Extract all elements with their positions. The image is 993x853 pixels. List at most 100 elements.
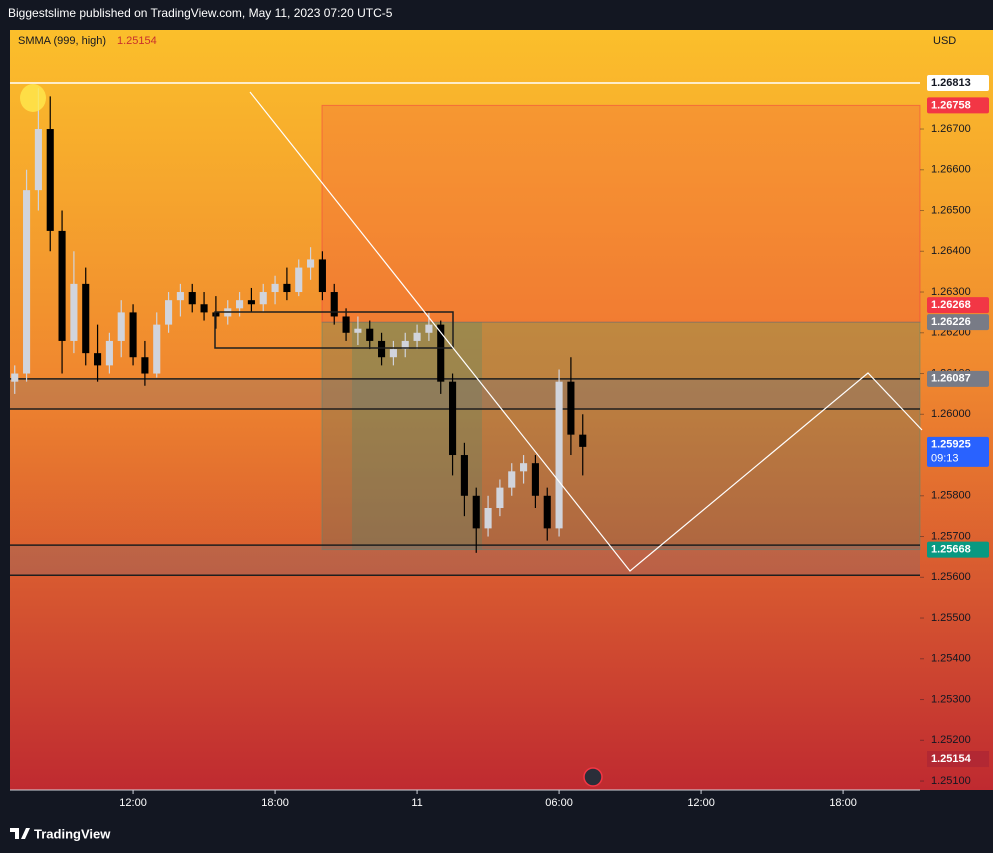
price-label <box>927 541 989 558</box>
candle-body <box>247 300 255 305</box>
price-label <box>927 97 989 114</box>
price-label <box>927 436 989 467</box>
drawings <box>20 84 923 787</box>
candle <box>378 332 386 366</box>
candle-body <box>425 324 433 333</box>
stop-zone <box>321 104 921 323</box>
candle <box>70 251 78 354</box>
candle <box>283 267 291 301</box>
candle <box>354 316 362 346</box>
candle-body <box>46 129 54 231</box>
candle-body <box>307 259 315 268</box>
candle <box>449 373 457 476</box>
x-tick-label: 06:00 <box>545 797 573 809</box>
countdown: 09:13 <box>931 453 959 465</box>
candle <box>200 292 208 321</box>
candle-body <box>401 340 409 350</box>
candle-body <box>413 332 421 341</box>
currency: USD <box>933 35 956 47</box>
y-tick-label: 1.25400 <box>931 653 971 665</box>
price-label-text: 1.25668 <box>931 543 971 555</box>
candle-body <box>165 300 173 325</box>
price-label <box>927 297 989 314</box>
candle <box>46 96 54 252</box>
candle <box>496 479 504 517</box>
brand-name: TradingView <box>34 826 111 841</box>
candle-body <box>330 292 338 317</box>
candle <box>579 414 587 476</box>
event-icon <box>583 767 603 787</box>
candle-body <box>437 324 445 382</box>
candle-body <box>342 316 350 333</box>
y-tick-label: 1.25800 <box>931 490 971 502</box>
y-tick-label: 1.25700 <box>931 530 971 542</box>
candle-body <box>378 340 386 358</box>
candle-body <box>449 381 457 456</box>
candle <box>508 463 516 496</box>
candle <box>58 210 66 374</box>
candle-body <box>318 259 326 293</box>
candle <box>543 487 551 541</box>
price-label-text: 1.26268 <box>931 299 971 311</box>
candle-body <box>579 434 587 447</box>
y-tick-label: 1.25100 <box>931 775 971 787</box>
indicator-price-label <box>927 751 989 768</box>
candle-body <box>543 495 551 529</box>
candle-body <box>567 381 575 435</box>
candle <box>413 324 421 350</box>
candle-body <box>176 292 184 301</box>
candle-body <box>58 230 66 341</box>
candle-body <box>70 283 78 341</box>
y-tick-label: 1.25200 <box>931 734 971 746</box>
candle <box>460 442 468 517</box>
candle <box>318 251 326 301</box>
candles <box>11 88 587 553</box>
price-label-text: 1.26813 <box>931 77 971 89</box>
candle <box>247 287 255 313</box>
candle-body <box>366 328 374 341</box>
candle-body <box>508 471 516 488</box>
candle <box>567 357 575 456</box>
price-label-text: 1.26758 <box>931 99 971 111</box>
x-tick-label: 12:00 <box>119 797 147 809</box>
indicator-name: SMMA (999, high) <box>18 35 106 47</box>
highlight <box>20 84 46 112</box>
candle <box>23 169 31 382</box>
y-tick-label: 1.26500 <box>931 204 971 216</box>
price-label <box>927 370 989 387</box>
candle-body <box>484 508 492 529</box>
price-label-text: 1.25925 <box>931 439 971 451</box>
candle <box>271 275 279 305</box>
candle-body <box>153 324 161 374</box>
candle-body <box>259 292 267 305</box>
candle-body <box>354 328 362 333</box>
candle-body <box>460 455 468 496</box>
logo-mark <box>10 828 30 839</box>
candle <box>295 259 303 297</box>
candle-body <box>82 283 90 354</box>
y-tick-label: 1.26400 <box>931 245 971 257</box>
candle-body <box>236 300 244 309</box>
consolidation-box <box>214 311 454 349</box>
x-tick-label: 18:00 <box>261 797 289 809</box>
candle <box>11 365 19 394</box>
candle <box>259 283 267 313</box>
candle <box>141 340 149 386</box>
candle-body <box>271 283 279 293</box>
candle <box>117 300 125 358</box>
candle-body <box>117 312 125 341</box>
candle-body <box>496 487 504 509</box>
candle <box>520 455 528 484</box>
candle-body <box>555 381 563 529</box>
candle <box>105 332 113 374</box>
candle <box>484 495 492 537</box>
candle <box>330 283 338 325</box>
candle-body <box>141 357 149 374</box>
candle <box>153 312 161 378</box>
price-label-text: 1.26087 <box>931 373 971 385</box>
candle <box>366 320 374 350</box>
candle-body <box>531 463 539 496</box>
candle-body <box>34 129 42 191</box>
level-band <box>10 378 920 409</box>
